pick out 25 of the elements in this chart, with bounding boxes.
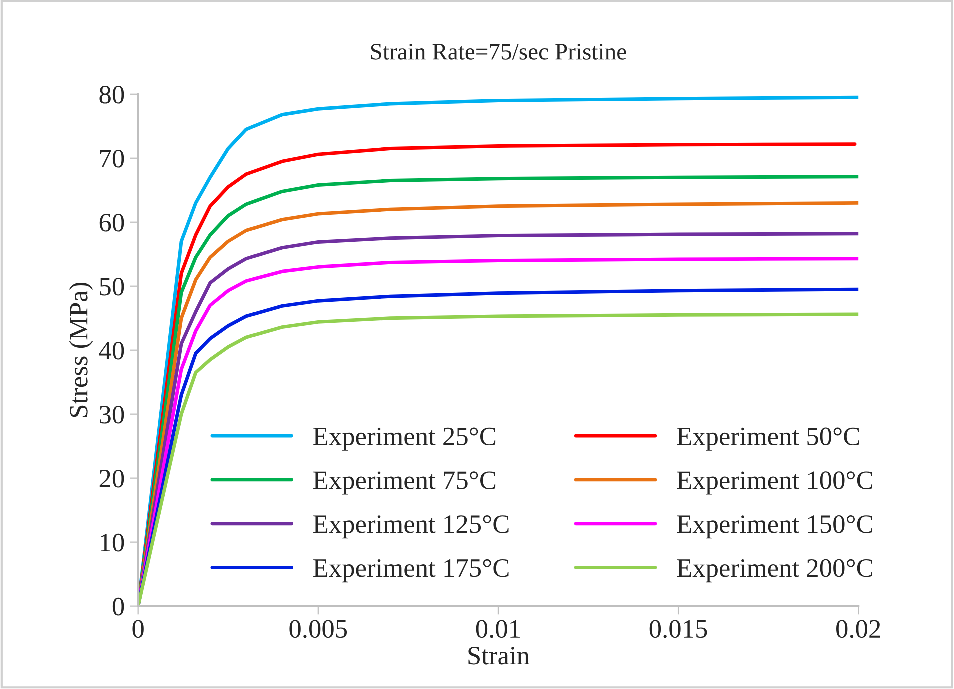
y-tick-label: 0 (112, 598, 124, 616)
legend-label: Experiment 75°C (314, 472, 496, 495)
y-tick-label: 20 (100, 470, 124, 488)
legend-label: Experiment 125°C (314, 516, 509, 539)
legend-label: Experiment 50°C (677, 428, 860, 451)
legend-label: Experiment 100°C (677, 472, 872, 495)
y-tick-label: 40 (99, 342, 124, 360)
x-tick-label: 0.015 (650, 620, 708, 638)
legend-label: Experiment 175°C (314, 559, 509, 583)
x-axis-title: Strain (468, 647, 530, 665)
y-tick-label: 30 (100, 406, 124, 424)
y-tick-label: 80 (100, 86, 124, 104)
legend-label: Experiment 200°C (677, 559, 872, 583)
y-axis-title: Stress (MPa) (69, 282, 94, 418)
y-tick-label: 70 (100, 150, 124, 168)
chart-title: Strain Rate=75/sec Pristine (371, 44, 626, 60)
x-tick-label: 0.005 (290, 620, 348, 638)
y-tick-label: 50 (100, 278, 124, 296)
x-tick-label: 0 (132, 620, 144, 638)
x-tick-label: 0.02 (836, 620, 880, 638)
x-tick-label: 0.01 (476, 620, 520, 638)
y-tick-label: 60 (100, 214, 124, 232)
y-tick-label: 10 (101, 534, 124, 552)
legend-label: Experiment 25°C (314, 428, 496, 451)
legend-label: Experiment 150°C (677, 516, 872, 539)
